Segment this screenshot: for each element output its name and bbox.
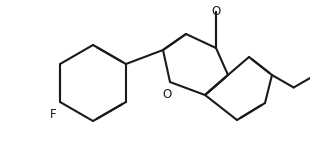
Text: F: F bbox=[50, 108, 56, 121]
Text: O: O bbox=[162, 88, 172, 101]
Text: O: O bbox=[211, 5, 221, 18]
